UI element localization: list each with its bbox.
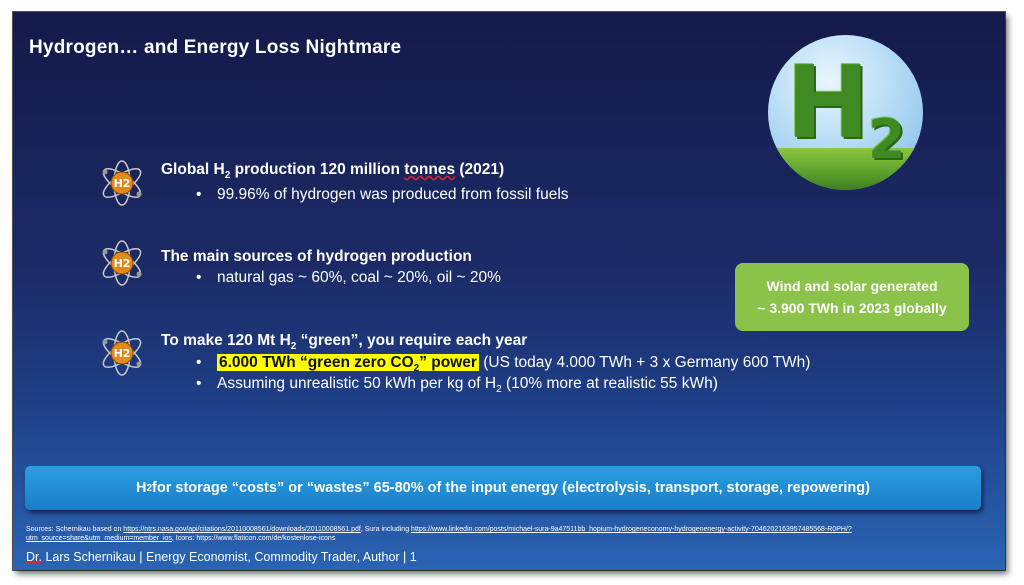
grass-ground (768, 148, 923, 190)
two-letter: 2 (868, 108, 906, 171)
bullet-item-3-1: 6.000 TWh “green zero CO2” power (US tod… (196, 354, 810, 375)
h2-atom-icon: H2 (102, 240, 142, 286)
svg-text:H2: H2 (114, 177, 131, 190)
bullet-heading-3: To make 120 Mt H2 “green”, you require e… (161, 332, 528, 353)
bullet-item-1-1: 99.96% of hydrogen was produced from fos… (196, 186, 569, 204)
svg-text:H2: H2 (114, 257, 131, 270)
h2-atom-icon: H2 (102, 160, 142, 206)
wind-solar-callout: Wind and solar generated ~ 3.900 TWh in … (735, 263, 969, 331)
source-link-linkedin[interactable]: https://www.linkedin.com/posts/michael-s… (26, 526, 852, 542)
slide-title: Hydrogen… and Energy Loss Nightmare (29, 37, 402, 58)
highlighted-power-requirement: 6.000 TWh “green zero CO2” power (217, 354, 479, 375)
sources-note: Sources: Schernikau based on https://ntr… (26, 526, 852, 542)
callout-line-2: ~ 3.900 TWh in 2023 globally (757, 300, 947, 316)
h2-grass-image: H 2 (768, 35, 923, 190)
h2-atom-icon: H2 (102, 330, 142, 376)
footer-author: Dr. Lars Schernikau | Energy Economist, … (26, 550, 417, 564)
h-letter: H (786, 44, 870, 161)
bullet-heading-2: The main sources of hydrogen production (161, 248, 472, 265)
source-link-nasa[interactable]: https://ntrs.nasa.gov/api/citations/2011… (123, 526, 361, 533)
bullet-heading-1: Global H2 production 120 million tonnes … (161, 161, 505, 182)
callout-line-1: Wind and solar generated (766, 278, 938, 294)
bullet-item-3-2: Assuming unrealistic 50 kWh per kg of H2… (196, 375, 718, 395)
slide: Hydrogen… and Energy Loss Nightmare H 2 … (13, 12, 1005, 570)
bullet-item-2-1: natural gas ~ 60%, coal ~ 20%, oil ~ 20% (196, 269, 501, 287)
svg-text:H2: H2 (114, 347, 131, 360)
